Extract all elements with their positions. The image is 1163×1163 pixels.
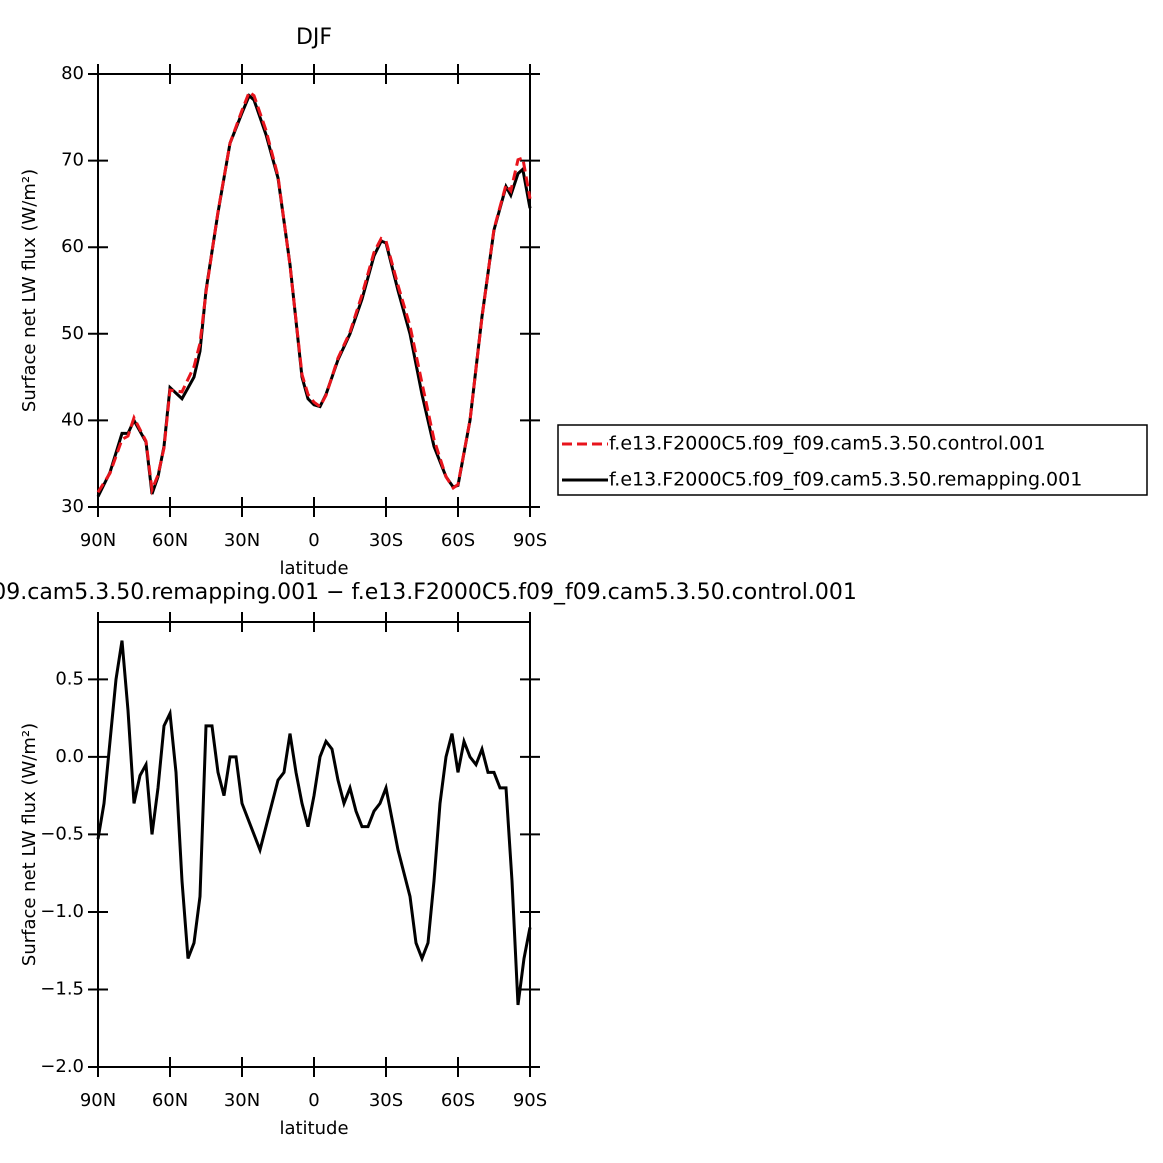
x-tick-label: 60S xyxy=(441,1090,475,1111)
x-tick-label: 90N xyxy=(80,1090,116,1111)
y-axis-label: Surface net LW flux (W/m²) xyxy=(19,723,40,966)
y-tick-label: −0.5 xyxy=(40,823,84,844)
x-axis-label: latitude xyxy=(279,1118,348,1139)
x-tick-label: 60S xyxy=(441,530,475,551)
x-tick-label: 0 xyxy=(308,530,319,551)
y-tick-label: 30 xyxy=(61,496,84,517)
x-tick-label: 30N xyxy=(224,530,260,551)
plot-frame xyxy=(97,73,531,508)
y-tick-label: 70 xyxy=(61,150,84,171)
legend-label: f.e13.F2000C5.f09_f09.cam5.3.50.remappin… xyxy=(609,469,1082,491)
x-tick-label: 60N xyxy=(152,1090,188,1111)
chart-title: f.e13.F2000C5.f09_f09.cam5.3.50.remappin… xyxy=(0,580,857,605)
x-tick-label: 90N xyxy=(80,530,116,551)
chart-title: DJF xyxy=(296,25,332,50)
data-line xyxy=(96,93,532,498)
x-tick-label: 30N xyxy=(224,1090,260,1111)
legend-label: f.e13.F2000C5.f09_f09.cam5.3.50.control.… xyxy=(609,433,1045,455)
y-tick-label: 80 xyxy=(61,63,84,84)
y-tick-label: 60 xyxy=(61,236,84,257)
data-line xyxy=(96,89,532,496)
y-tick-label: −1.5 xyxy=(40,978,84,999)
x-tick-label: 90S xyxy=(513,1090,547,1111)
y-tick-label: 40 xyxy=(61,409,84,430)
x-tick-label: 0 xyxy=(308,1090,319,1111)
legend-box xyxy=(557,424,1148,496)
x-tick-label: 60N xyxy=(152,530,188,551)
data-line xyxy=(96,640,532,1006)
y-tick-label: 0.0 xyxy=(55,746,84,767)
plot-frame xyxy=(97,621,531,1068)
y-tick-label: −1.0 xyxy=(40,901,84,922)
y-axis-label: Surface net LW flux (W/m²) xyxy=(19,169,40,412)
y-tick-label: 50 xyxy=(61,323,84,344)
x-axis-label: latitude xyxy=(279,558,348,579)
y-tick-label: 0.5 xyxy=(55,668,84,689)
x-tick-label: 30S xyxy=(369,1090,403,1111)
x-tick-label: 30S xyxy=(369,530,403,551)
x-tick-label: 90S xyxy=(513,530,547,551)
y-tick-label: −2.0 xyxy=(40,1056,84,1077)
